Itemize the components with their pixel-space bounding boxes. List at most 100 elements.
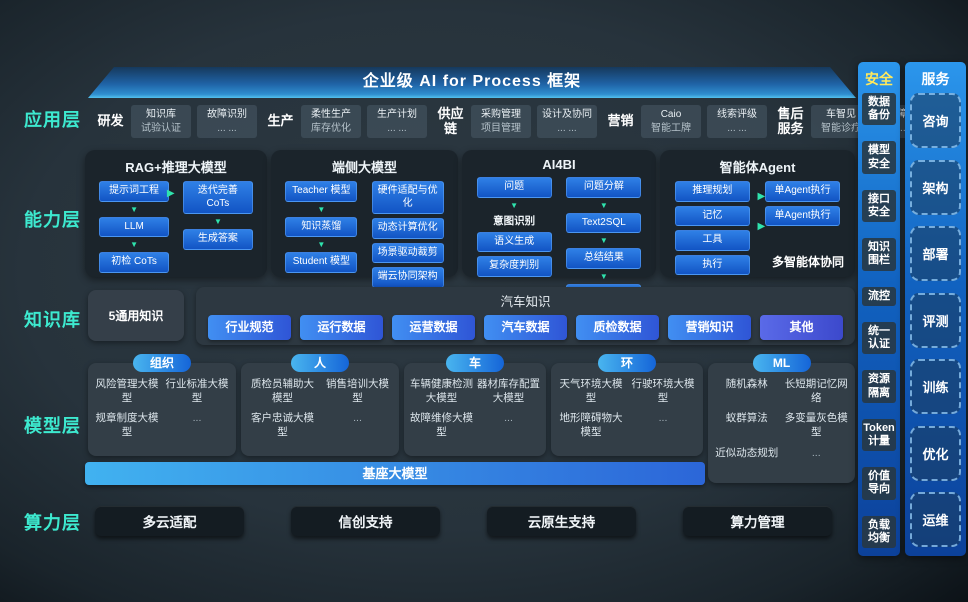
flow-node[interactable]: 执行 bbox=[674, 254, 751, 275]
compute-button[interactable]: 多云适配 bbox=[95, 506, 244, 536]
flow-column: 提示词工程 ▼ LLM ▼ 初检 CoTs bbox=[93, 181, 175, 273]
panel-title: RAG+推理大模型 bbox=[125, 160, 227, 175]
layer-label-3: 模型层 bbox=[24, 416, 81, 436]
security-item[interactable]: 知识围栏 bbox=[862, 238, 896, 271]
compute-button[interactable]: 云原生支持 bbox=[487, 506, 636, 536]
flow-node[interactable]: 问题 bbox=[476, 177, 552, 198]
flow-node[interactable]: 场景驱动裁剪 bbox=[371, 242, 444, 263]
flow-node[interactable]: 生成答案 bbox=[182, 229, 253, 250]
layer-label-1: 能力层 bbox=[24, 210, 81, 230]
application-layer-row: 研发 知识库 试验认证 故障识别... ... 生产 柔性生产 库存优化 生产计划... ..… bbox=[96, 99, 937, 144]
flow-node[interactable]: 单Agent执行 bbox=[764, 205, 841, 226]
flow-arrow-down-icon: ▼ bbox=[213, 217, 222, 226]
service-item[interactable]: 咨询 bbox=[910, 93, 961, 148]
flow-arrow-down-icon: ▼ bbox=[317, 204, 326, 214]
service-item[interactable]: 优化 bbox=[910, 425, 961, 481]
app-item-box[interactable]: Caio 智能工牌 bbox=[641, 105, 701, 138]
app-item-box[interactable]: 柔性生产 库存优化 bbox=[301, 105, 361, 138]
compute-layer-row: 多云适配 信创支持 云原生支持 算力管理 bbox=[95, 506, 832, 536]
flow-node[interactable]: 动态计算优化 bbox=[371, 218, 444, 239]
flow-arrow-down-icon: ▼ bbox=[130, 204, 139, 214]
model-item: 车辆健康检测大模型 bbox=[410, 378, 473, 404]
general-knowledge-box[interactable]: 5通用知识 bbox=[88, 290, 184, 341]
flow-node[interactable]: 端云协同架构 bbox=[371, 267, 444, 288]
flow-node[interactable]: 知识蒸馏 bbox=[285, 216, 358, 237]
service-item[interactable]: 训练 bbox=[910, 359, 961, 414]
service-item[interactable]: 部署 bbox=[910, 226, 961, 281]
app-item-box[interactable]: 设计及协同 ... ... bbox=[537, 105, 597, 138]
flow-node[interactable]: 单Agent执行 bbox=[764, 181, 841, 202]
app-item-line: 采购管理 bbox=[481, 109, 521, 120]
flow-node[interactable]: 语义生成 bbox=[476, 231, 552, 252]
security-item[interactable]: 价值导向 bbox=[862, 467, 896, 500]
knowledge-pill[interactable]: 运营数据 bbox=[392, 315, 475, 340]
model-item: 风险管理大模型 bbox=[95, 378, 159, 404]
security-item[interactable]: Token计量 bbox=[862, 418, 896, 452]
flow-arrow-down-icon: ▼ bbox=[599, 236, 608, 245]
compute-button[interactable]: 算力管理 bbox=[683, 506, 832, 536]
flow-node[interactable]: 硬件适配与优化 bbox=[371, 181, 444, 214]
app-item-box[interactable]: 采购管理 项目管理 bbox=[471, 105, 531, 138]
security-item[interactable]: 数据备份 bbox=[862, 93, 896, 126]
flow-node[interactable]: 初检 CoTs bbox=[98, 252, 170, 273]
app-item-box[interactable]: 知识库 试验认证 bbox=[131, 105, 191, 138]
panel-title: 智能体Agent bbox=[719, 160, 796, 175]
app-item-box[interactable]: 故障识别 ... ... bbox=[197, 105, 257, 138]
model-group-pill[interactable]: 人 bbox=[291, 354, 349, 372]
knowledge-pill[interactable]: 其他 bbox=[760, 315, 843, 340]
app-group-name: 供应链 bbox=[437, 105, 464, 136]
flow-arrow-down-icon: ▼ bbox=[130, 240, 139, 249]
flow-node[interactable]: 工具 bbox=[674, 230, 751, 251]
service-item[interactable]: 评测 bbox=[910, 292, 961, 348]
flow-node[interactable]: Text2SQL bbox=[566, 212, 642, 233]
security-header: 安全 bbox=[865, 71, 893, 87]
security-item[interactable]: 负载均衡 bbox=[862, 515, 896, 548]
service-item[interactable]: 架构 bbox=[910, 159, 961, 215]
security-item[interactable]: 资源隔离 bbox=[862, 370, 896, 403]
model-grid: 质检员辅助大模型 销售培训大模型 客户忠诚大模型... bbox=[241, 363, 399, 445]
security-item[interactable]: 接口安全 bbox=[862, 189, 896, 223]
flow-node[interactable]: 总结结果 bbox=[566, 248, 642, 269]
service-item[interactable]: 运维 bbox=[910, 492, 961, 547]
app-item-line: 试验认证 bbox=[141, 122, 181, 134]
flow-node[interactable]: LLM bbox=[98, 216, 170, 237]
knowledge-pill[interactable]: 营销知识 bbox=[668, 315, 751, 340]
knowledge-pill[interactable]: 运行数据 bbox=[300, 315, 383, 340]
model-group-pill[interactable]: ML bbox=[752, 354, 811, 372]
model-item: 规章制度大模型 bbox=[95, 412, 159, 438]
security-column: 安全 数据备份模型安全接口安全知识围栏流控统一认证资源隔离 Token计量 价值导向… bbox=[858, 62, 900, 556]
flow-node[interactable]: 复杂度判别 bbox=[476, 256, 552, 277]
panel-columns: 提示词工程 ▼ LLM ▼ 初检 CoTs 迭代完善 CoTs ▼ 生成答案 bbox=[85, 181, 267, 273]
compute-button[interactable]: 信创支持 bbox=[291, 506, 440, 536]
flow-node[interactable]: Student 模型 bbox=[285, 252, 358, 273]
app-item-line: ... ... bbox=[557, 122, 577, 134]
knowledge-pill-row: 行业规范 运行数据 运营数据 汽车数据 质检数据 营销知识 其他 bbox=[196, 310, 855, 340]
model-item: 蚁群算法 bbox=[725, 412, 768, 425]
app-item-line: 故障识别 bbox=[207, 109, 247, 120]
model-group-pill[interactable]: 环 bbox=[598, 354, 656, 372]
model-group-pill[interactable]: 组织 bbox=[133, 354, 191, 372]
knowledge-pill[interactable]: 质检数据 bbox=[576, 315, 659, 340]
security-item[interactable]: 流控 bbox=[862, 286, 896, 306]
security-items: 数据备份模型安全接口安全知识围栏流控统一认证资源隔离 Token计量 价值导向负载均… bbox=[858, 92, 900, 556]
security-item[interactable]: 统一认证 bbox=[862, 321, 896, 355]
app-group-name: 营销 bbox=[607, 113, 634, 129]
app-item-line: 项目管理 bbox=[481, 122, 521, 134]
model-group-pill[interactable]: 车 bbox=[446, 354, 504, 372]
flow-node[interactable]: 问题分解 bbox=[566, 177, 642, 198]
knowledge-pill[interactable]: 汽车数据 bbox=[484, 315, 567, 340]
security-item[interactable]: 模型安全 bbox=[862, 141, 896, 174]
app-item-box[interactable]: 线索评级 ... ... bbox=[707, 105, 767, 138]
panel-rag-reasoning: RAG+推理大模型 提示词工程 ▼ LLM ▼ 初检 CoTs 迭代完善 CoTs ▼ 生成答… bbox=[85, 150, 267, 277]
app-item-box[interactable]: 生产计划 ... ... bbox=[367, 105, 427, 138]
service-column: 服务 咨询 架构 部署 评测 训练 优化 运维 bbox=[905, 62, 966, 556]
flow-node[interactable]: 提示词工程 bbox=[98, 181, 170, 202]
flow-column: Teacher 模型 ▼ 知识蒸馏 ▼ Student 模型 bbox=[279, 181, 363, 273]
flow-node[interactable]: 记忆 bbox=[674, 205, 751, 226]
flow-node[interactable]: Teacher 模型 bbox=[285, 181, 358, 202]
foundation-model-bar[interactable]: 基座大模型 bbox=[85, 462, 705, 485]
flow-node[interactable]: 推理规划 bbox=[674, 181, 751, 202]
flow-node[interactable]: 迭代完善 CoTs bbox=[182, 181, 253, 214]
knowledge-pill[interactable]: 行业规范 bbox=[208, 315, 291, 340]
app-item-line: Caio bbox=[660, 109, 682, 120]
